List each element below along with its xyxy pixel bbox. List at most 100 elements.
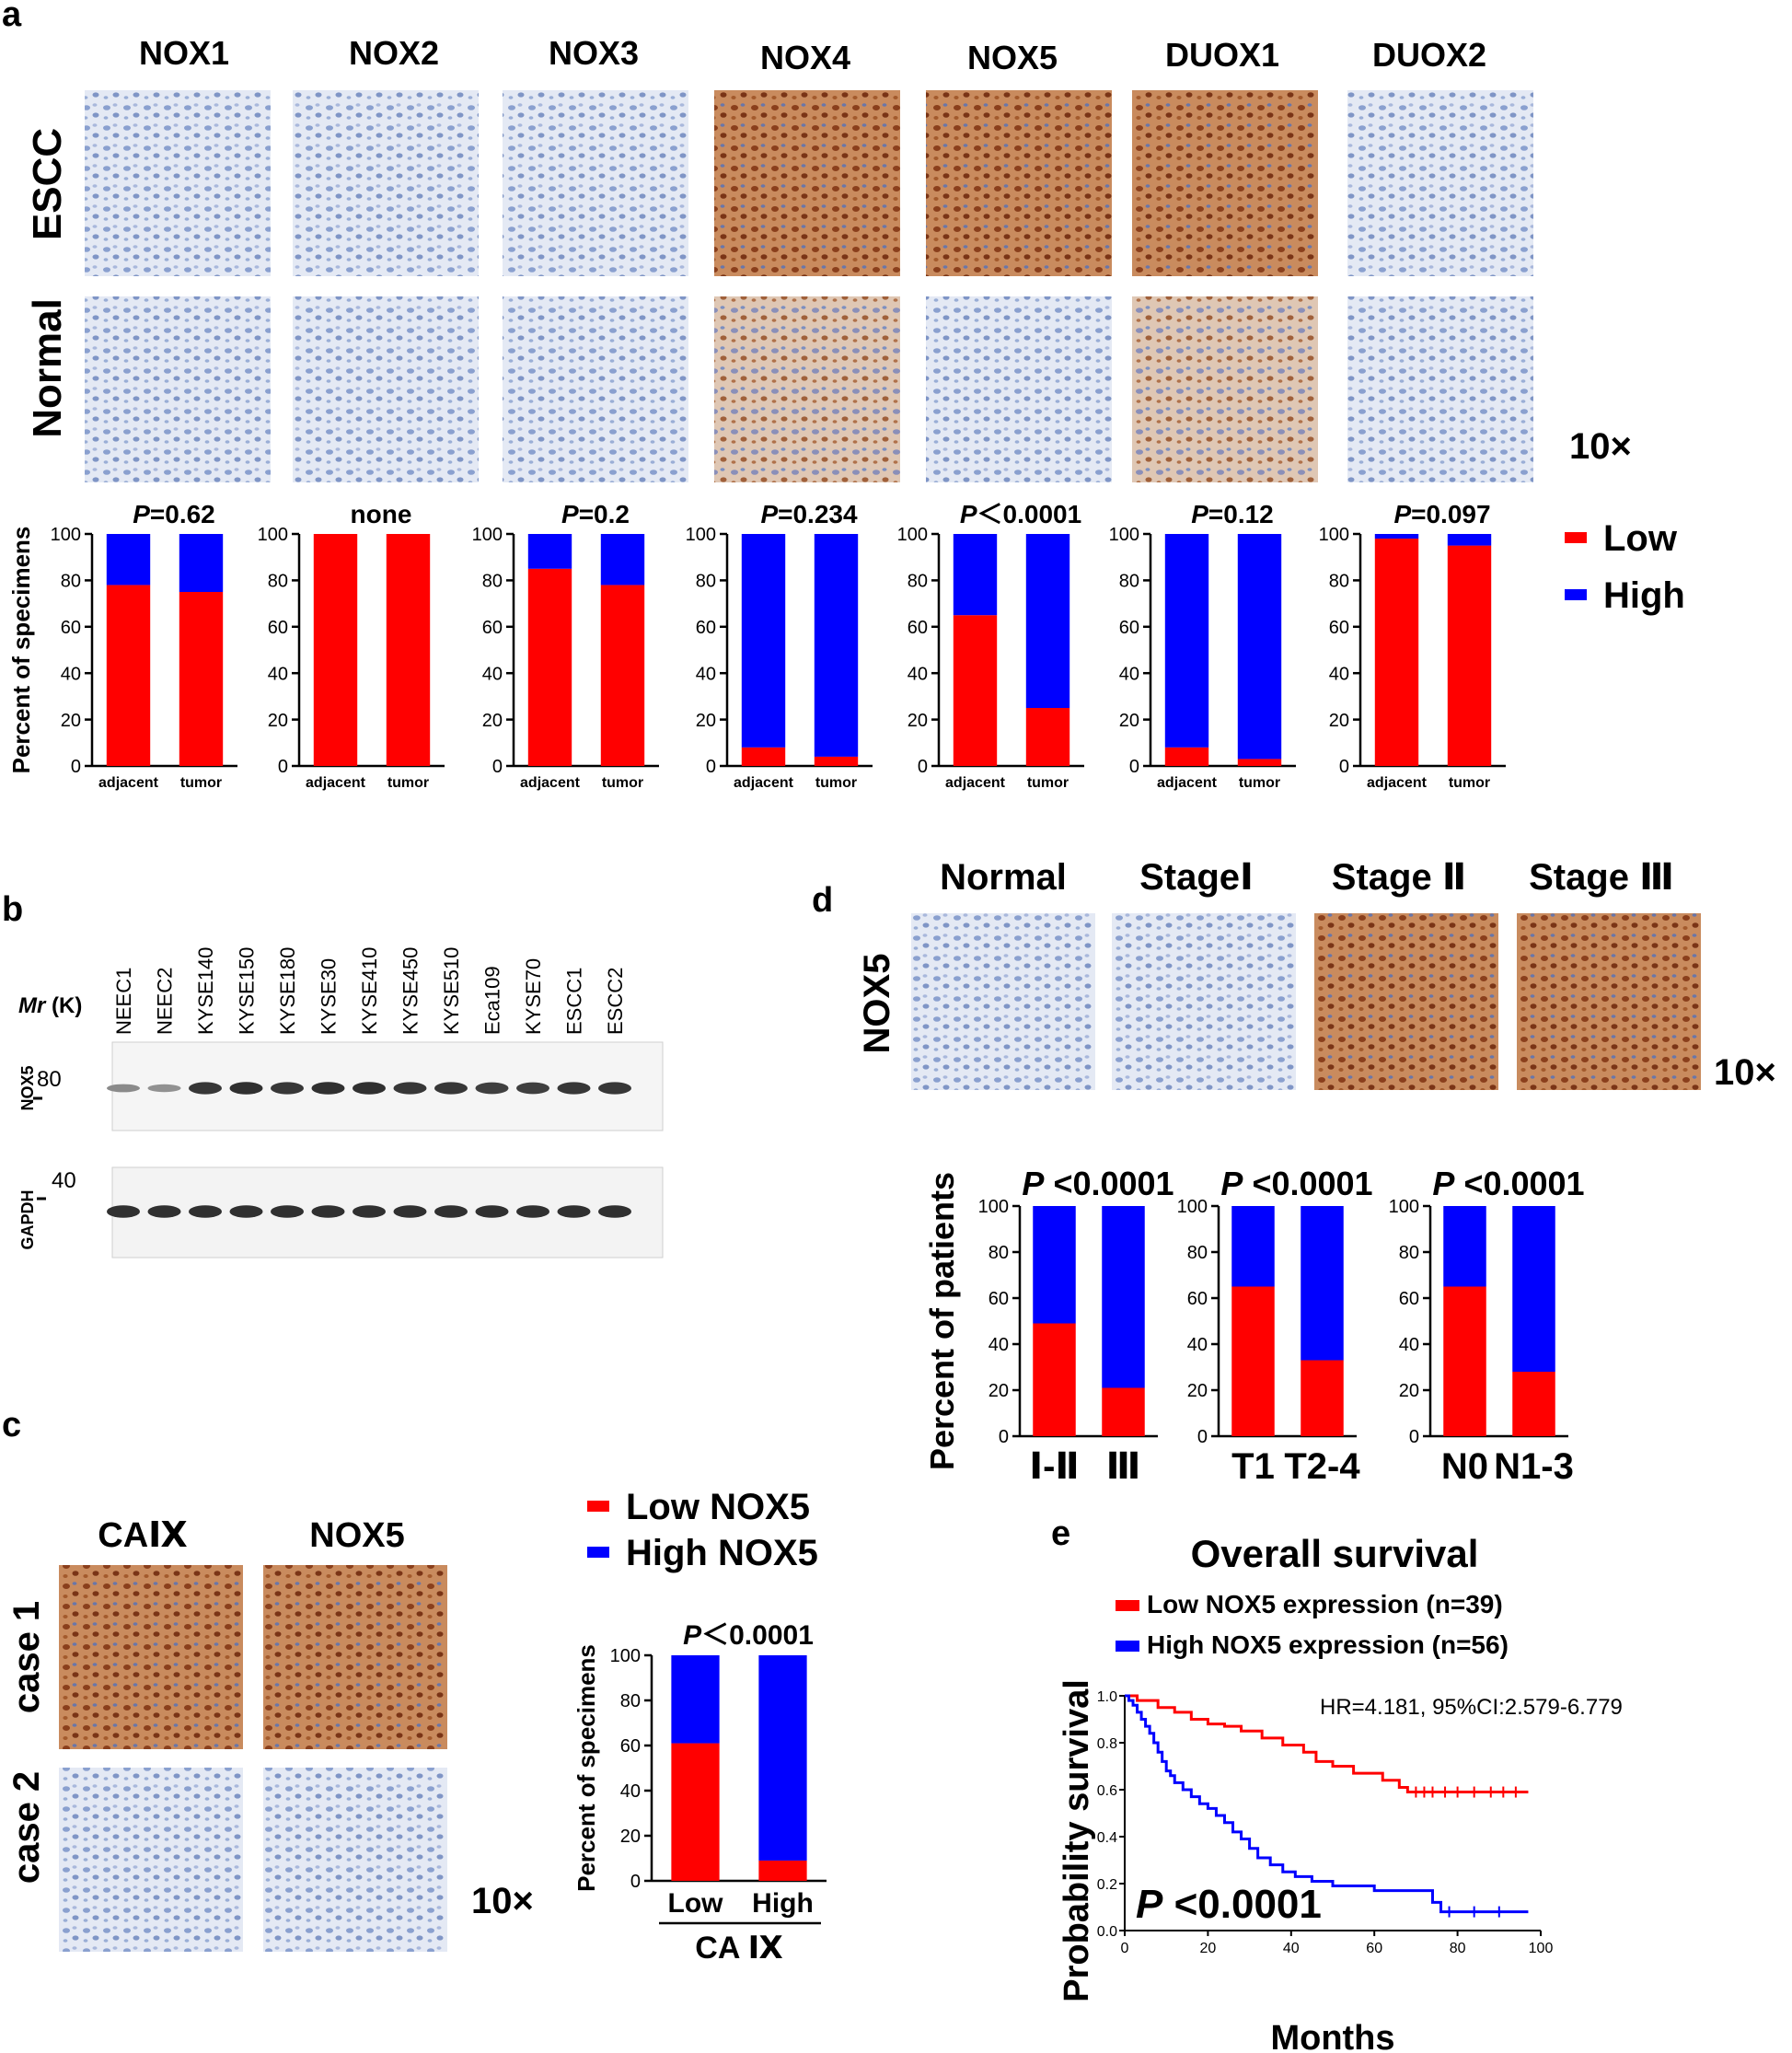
bar-segment-low [1231, 1286, 1275, 1436]
x-category-label: Ⅲ [1106, 1446, 1141, 1487]
y-tick-label: 20 [620, 1827, 641, 1847]
chart-a-NOX3: 0 20 40 60 80 100 adjacent tumor P=0.2 [472, 500, 659, 791]
bar-segment-low [1447, 545, 1492, 766]
p-value: =0.2 [579, 500, 630, 528]
row-label-nox5: NOX5 [857, 954, 897, 1054]
chart-title: none [351, 500, 412, 528]
x-tick-label: 0 [1121, 1941, 1129, 1956]
y-tick-label: 40 [620, 1781, 641, 1802]
ihc-image-normal [85, 296, 271, 482]
p-symbol: P [1220, 1165, 1243, 1202]
bar-segment-low [1025, 708, 1070, 766]
chart-title: P <0.0001 [1220, 1165, 1372, 1202]
x-category-label: adjacent [98, 775, 159, 791]
y-tick-label: 80 [620, 1691, 641, 1711]
p-symbol: P [760, 500, 778, 528]
blot-band-nox5 [598, 1082, 631, 1095]
panel-d-ihc-grid [911, 913, 1701, 1090]
y-axis-label: Percent of specimens [572, 1644, 600, 1892]
y-tick-label: 0 [1339, 757, 1349, 777]
p-value: =0.62 [150, 500, 215, 528]
y-tick-label: 80 [61, 572, 81, 592]
y-tick-label: 100 [897, 525, 928, 545]
bar-segment-low [758, 1860, 807, 1881]
x-category-label: adjacent [1367, 775, 1428, 791]
x-category-label: adjacent [1157, 775, 1218, 791]
bar-segment-high [1374, 534, 1419, 539]
bar-segment-low [953, 615, 998, 766]
p-symbol: P [1393, 500, 1411, 528]
y-tick-label: 40 [1119, 664, 1139, 684]
col-label-stage2: Stage Ⅱ [1332, 857, 1466, 898]
y-tick-label: 40 [268, 664, 288, 684]
ihc-image-escc [714, 90, 900, 276]
y-tick-label: 60 [482, 618, 503, 638]
ihc-image-case2-ca9 [59, 1768, 243, 1952]
y-tick-label: 80 [482, 572, 503, 592]
blot-band-gapdh [229, 1205, 263, 1218]
blot-band-gapdh [107, 1205, 140, 1218]
y-tick-label: 20 [1187, 1381, 1208, 1401]
chart-a-NOX5: 0 20 40 60 80 100 adjacent tumor P＜0.0001 [897, 500, 1084, 791]
y-tick-label: 0.6 [1097, 1783, 1117, 1799]
p-symbol: P [683, 1620, 702, 1651]
ihc-image-stage2 [1314, 913, 1498, 1090]
y-tick-label: 0.2 [1097, 1877, 1117, 1893]
blot-band-nox5 [147, 1084, 181, 1093]
x-category-label: tumor [1239, 775, 1280, 791]
lane-label: NEEC2 [154, 968, 177, 1035]
chart-d-stage: 0 20 40 60 80 100 Ⅰ-Ⅱ Ⅲ P <0.0001 Percent of pati… [923, 1165, 1174, 1487]
p-symbol: P [960, 500, 977, 528]
bar-segment-low [1033, 1323, 1076, 1436]
ihc-image-normal [926, 296, 1112, 482]
legend-label: High NOX5 expression (n=56) [1147, 1630, 1509, 1659]
x-axis-label: Months [1270, 2019, 1394, 2053]
y-tick-label: 0 [918, 757, 928, 777]
y-tick-label: 60 [908, 618, 928, 638]
p-value: ＜0.0001 [701, 1620, 814, 1651]
legend-high-nox5-swatch [587, 1547, 609, 1558]
y-tick-label: 40 [482, 664, 503, 684]
y-tick-label: 20 [1119, 711, 1139, 731]
panel-a-gene-headers: NOX1 NOX2 NOX3 NOX4 NOX5 DUOX1 DUOX2 [139, 34, 1486, 76]
gene-header: NOX5 [967, 39, 1058, 76]
x-category-label: tumor [387, 775, 429, 791]
bar-segment-high [179, 534, 224, 592]
gene-header: DUOX2 [1372, 36, 1486, 74]
blot-band-gapdh [434, 1205, 468, 1218]
y-tick-label: 0 [630, 1872, 641, 1892]
y-tick-label: 80 [696, 572, 716, 592]
y-tick-label: 0 [1409, 1427, 1419, 1447]
p-value-annotation: P <0.0001 [1136, 1882, 1322, 1927]
lane-label: KYSE140 [194, 947, 217, 1035]
y-tick-label: 0.4 [1097, 1830, 1117, 1846]
col-label-ca9: CAⅨ [98, 1516, 187, 1555]
blot-gapdh-marker: 40 [52, 1168, 76, 1193]
survival-curve-high [1125, 1694, 1529, 1914]
panel-label-e: e [1051, 1514, 1070, 1553]
ihc-image-normal [714, 296, 900, 482]
y-tick-label: 20 [61, 711, 81, 731]
y-tick-label: 60 [696, 618, 716, 638]
ihc-image-escc [293, 90, 479, 276]
blot-band-gapdh [557, 1205, 591, 1218]
y-tick-label: 0.8 [1097, 1736, 1117, 1752]
ihc-image-escc [85, 90, 271, 276]
x-category-label: tumor [815, 775, 857, 791]
y-tick-label: 100 [978, 1197, 1009, 1217]
bar-segment-high [1512, 1206, 1555, 1372]
panel-label-b: b [2, 890, 23, 929]
lane-label: KYSE30 [318, 958, 341, 1035]
chart-title: P=0.62 [133, 500, 215, 528]
y-tick-label: 80 [1329, 572, 1349, 592]
row-label-case1: case 1 [6, 1601, 47, 1713]
y-tick-label: 0 [278, 757, 288, 777]
bar-segment-low [386, 534, 431, 766]
x-category-label: N0 [1441, 1446, 1488, 1487]
bar-segment-high [1301, 1206, 1344, 1361]
bar-segment-high [1237, 534, 1282, 760]
x-tick-label: 80 [1450, 1941, 1466, 1956]
panel-c-ihc-grid [59, 1565, 447, 1952]
legend-c: Low NOX5 High NOX5 [587, 1487, 818, 1573]
magnification-d: 10× [1714, 1052, 1776, 1093]
